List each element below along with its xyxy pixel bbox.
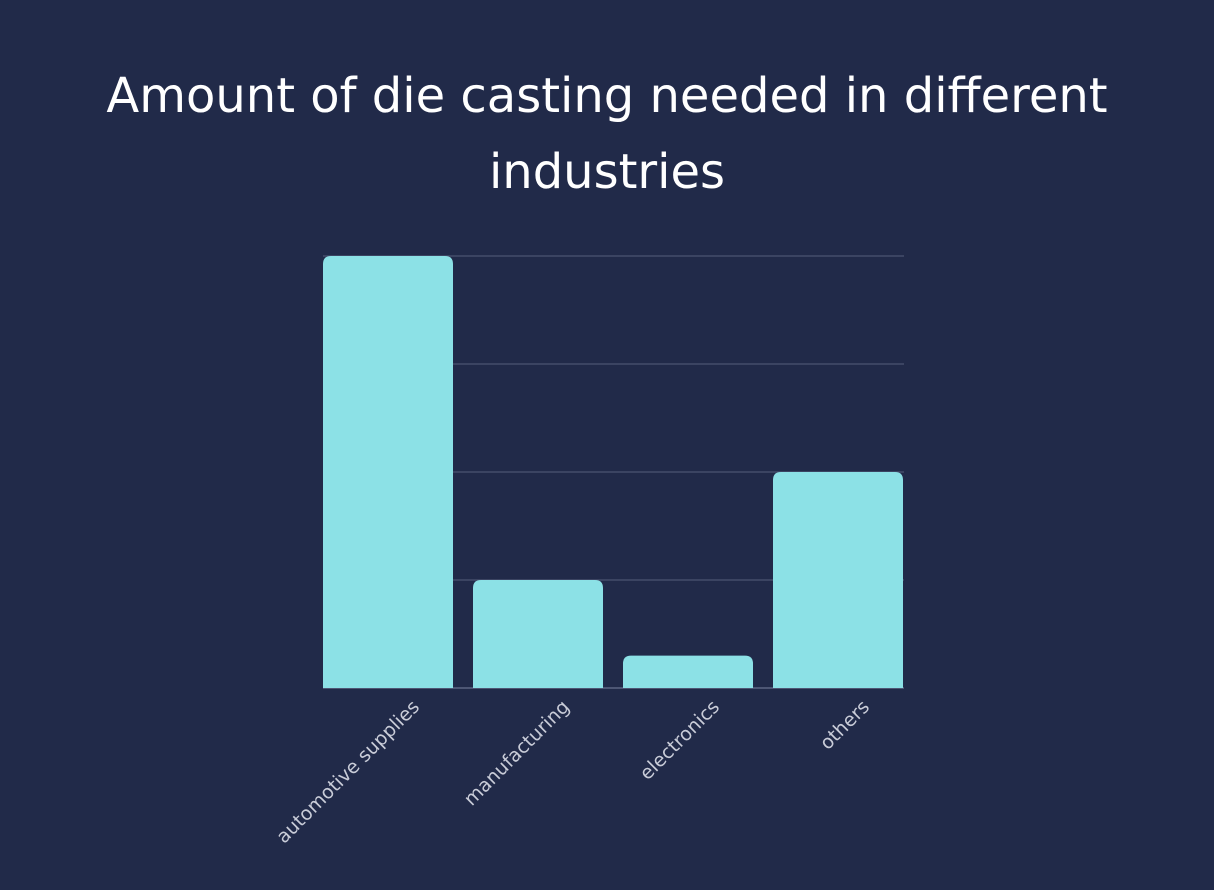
x-tick-label: electronics	[635, 696, 724, 785]
x-tick-label: others	[816, 696, 874, 754]
x-tick-label: manufacturing	[460, 696, 574, 810]
x-tick-label: automotive supplies	[272, 696, 424, 848]
bar-manufacturing	[473, 580, 603, 688]
bar-others	[773, 472, 903, 688]
chart-title: Amount of die casting needed in differen…	[106, 68, 1108, 200]
bar-automotive-supplies	[323, 256, 453, 688]
bar-electronics	[623, 655, 753, 688]
